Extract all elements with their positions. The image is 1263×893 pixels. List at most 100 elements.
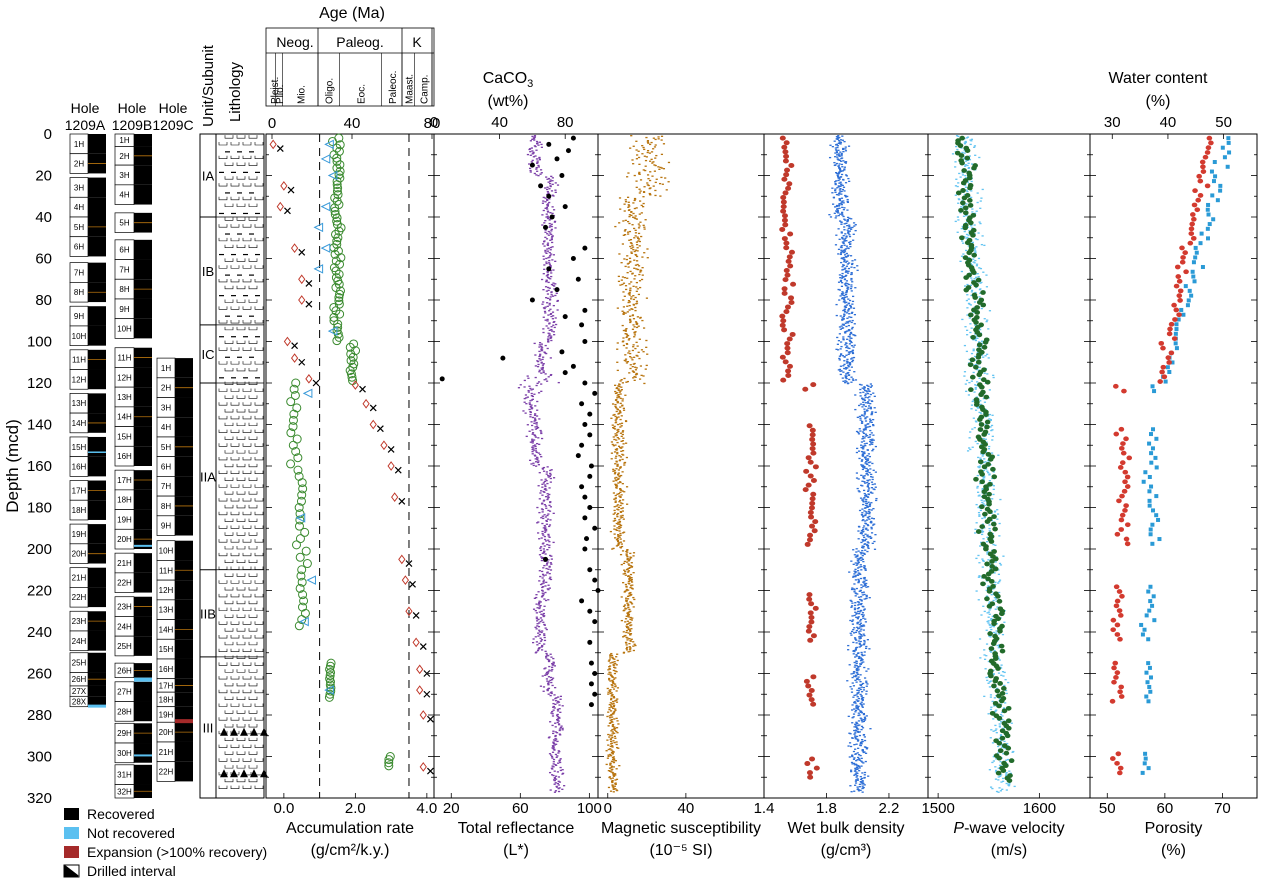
lstar-point <box>538 156 541 159</box>
magsus-point <box>635 218 638 220</box>
mar-noncarb-point <box>335 140 345 150</box>
core-label: 15H <box>117 432 132 441</box>
density-gra-point <box>861 508 864 510</box>
lstar-point <box>547 181 550 183</box>
density-gra-point <box>855 776 858 778</box>
core-recovered <box>134 318 152 339</box>
epoch-label: Camp. <box>419 75 430 104</box>
density-gra-point <box>837 177 840 179</box>
density-gra-point <box>850 337 853 340</box>
density-gra-point <box>863 443 866 445</box>
density-gra-point <box>834 181 837 183</box>
lstar-point <box>547 737 551 739</box>
lstar-point <box>546 561 549 563</box>
density-gra-point <box>838 168 842 171</box>
density-gra-point <box>857 728 860 730</box>
lstar-point <box>549 576 552 578</box>
mar-noncarb-point <box>301 546 311 556</box>
density-gra-point <box>859 688 862 691</box>
magsus-point <box>629 287 632 289</box>
magsus-point <box>627 300 631 302</box>
density-gra-point <box>872 424 875 427</box>
caco3-point <box>546 141 552 147</box>
lstar-point <box>553 285 556 287</box>
magsus-point <box>624 634 627 637</box>
density-gra-point <box>847 267 851 270</box>
density-gra-point <box>837 340 841 342</box>
density-gra-point <box>850 286 853 288</box>
density-gra-point <box>850 605 854 607</box>
lstar-point <box>543 624 546 626</box>
lstar-point <box>555 292 558 294</box>
litho-mark <box>224 203 234 207</box>
lstar-point <box>534 419 537 422</box>
density-gra-point <box>851 602 854 604</box>
density-gra-point <box>873 483 876 485</box>
lstar-point <box>545 655 548 658</box>
magsus-point <box>657 138 660 140</box>
litho-mark <box>254 183 264 187</box>
magsus-point <box>622 652 625 654</box>
lstar-point <box>548 322 551 324</box>
density-gra-point <box>869 442 873 444</box>
density-gra-point <box>873 395 876 398</box>
density-gra-point <box>859 717 862 719</box>
density-gra-point <box>838 274 842 276</box>
density-gra-point <box>870 439 873 442</box>
density-gra-point <box>848 299 852 302</box>
magsus-point <box>618 536 621 538</box>
mar-total-point <box>401 575 410 585</box>
lstar-point <box>542 490 545 493</box>
density-gra-point <box>850 328 854 330</box>
magsus-point <box>654 181 657 184</box>
caco3-point <box>592 671 598 676</box>
density-gra-point <box>850 770 853 773</box>
density-gra-point <box>855 681 858 683</box>
density-gra-point <box>856 574 860 576</box>
magsus-point <box>618 530 621 532</box>
density-gra-point <box>854 576 857 578</box>
mar-total-point <box>305 374 313 384</box>
magsus-point <box>646 257 649 259</box>
core-label: 5H <box>74 223 84 232</box>
mar-caco3-point <box>287 186 295 194</box>
lstar-point <box>550 238 554 241</box>
density-gra-point <box>857 628 860 630</box>
litho-mark <box>248 409 258 413</box>
density-gra-point <box>849 619 852 622</box>
lstar-point <box>539 169 543 171</box>
core-label: 10H <box>117 325 132 334</box>
lstar-point <box>545 471 548 473</box>
density-gra-point <box>844 271 847 273</box>
lstar-point <box>543 264 546 266</box>
density-gra-point <box>873 488 876 491</box>
litho-mark <box>242 320 252 324</box>
pwave-log-point <box>951 153 955 155</box>
magsus-point <box>615 671 618 673</box>
density-gra-point <box>850 376 853 378</box>
magsus-point <box>609 755 613 757</box>
core-label: 1H <box>74 140 84 149</box>
density-mad-point <box>780 318 787 324</box>
magsus-point <box>622 454 625 456</box>
density-gra-point <box>866 469 870 471</box>
density-gra-point <box>831 145 834 148</box>
density-gra-point <box>862 435 865 438</box>
lstar-point <box>540 610 543 613</box>
density-gra-point <box>865 519 869 521</box>
lstar-point <box>538 600 541 602</box>
magsus-point <box>658 168 661 170</box>
magsus-point <box>628 205 631 207</box>
magsus-point <box>617 492 621 495</box>
density-gra-point <box>857 690 861 692</box>
core-recovered <box>88 524 106 544</box>
density-gra-point <box>861 531 864 533</box>
litho-mark <box>254 196 264 201</box>
lstar-point <box>545 262 548 265</box>
magsus-point <box>633 207 636 210</box>
magsus-point <box>621 430 625 432</box>
density-gra-point <box>856 778 859 780</box>
density-gra-point <box>839 370 842 372</box>
lstar-point <box>543 488 546 491</box>
lstar-point <box>551 666 554 668</box>
